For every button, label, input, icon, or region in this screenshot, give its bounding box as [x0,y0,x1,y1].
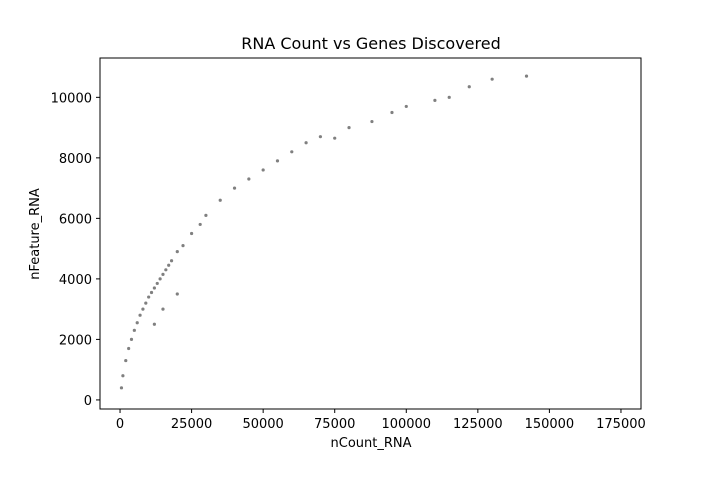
data-point [141,307,145,311]
y-tick-label: 8000 [59,152,92,167]
data-point [138,313,142,317]
y-axis-ticks: 0 2000 4000 6000 8000 10000 [51,91,100,409]
x-axis-ticks: 0 25000 50000 75000 100000 125000 150000 175000 [116,409,646,432]
data-point [447,95,451,99]
y-tick-label: 0 [84,394,92,409]
x-tick-label: 25000 [171,417,212,432]
data-point [198,222,202,227]
data-point [370,119,374,124]
data-point [232,186,237,190]
data-point [333,136,337,140]
data-point [161,307,165,311]
data-point [524,74,529,78]
data-point [175,292,179,296]
data-point [347,125,351,130]
x-tick-label: 75000 [314,417,355,432]
data-point [152,322,156,326]
data-point [467,85,471,89]
data-point [175,250,179,254]
data-point [167,263,171,267]
data-point [169,259,174,263]
data-point [275,159,280,163]
data-point [155,281,159,286]
data-point [218,198,222,202]
data-point [189,231,194,236]
data-point [390,110,394,115]
x-tick-label: 150000 [525,417,575,432]
y-axis-label: nFeature_RNA [28,188,43,280]
x-tick-label: 100000 [381,417,431,432]
data-point [161,272,165,276]
x-tick-label: 125000 [453,417,503,432]
data-point [318,135,323,139]
x-tick-label: 0 [116,417,124,432]
data-point [124,358,128,363]
x-axis-label: nCount_RNA [331,436,412,451]
data-point [135,321,139,325]
data-point [127,346,131,351]
data-point [204,213,208,217]
data-point [129,337,134,342]
y-tick-label: 6000 [59,212,92,227]
data-point [181,244,185,248]
chart-title: RNA Count vs Genes Discovered [241,34,500,53]
x-tick-label: 175000 [596,417,646,432]
x-tick-label: 50000 [242,417,283,432]
data-point [261,168,265,172]
data-point [144,301,148,305]
data-point [290,150,294,154]
data-point [152,286,156,290]
data-point [164,268,168,272]
data-point [490,77,494,81]
data-point [247,177,251,181]
data-point [121,374,125,378]
data-point [433,98,437,102]
plot-frame [99,57,642,410]
data-point [119,386,124,390]
data-point [304,141,308,145]
data-point [147,295,151,299]
data-point [149,290,154,295]
y-tick-label: 2000 [59,333,92,348]
points-layer [119,74,529,390]
data-point [404,104,408,109]
data-point [158,277,162,281]
data-point [132,328,136,332]
y-tick-label: 4000 [59,273,92,288]
y-tick-label: 10000 [51,91,92,106]
